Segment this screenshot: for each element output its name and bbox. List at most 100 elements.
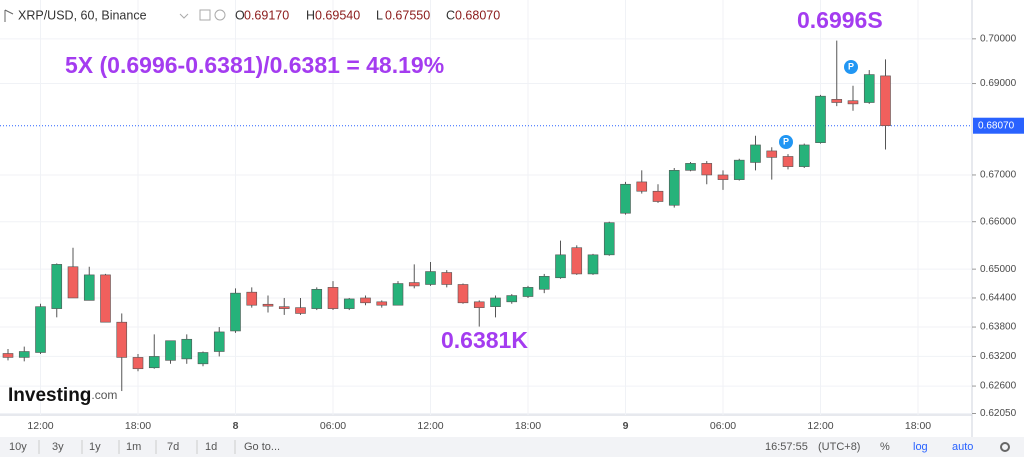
- candle-body: [815, 95, 826, 143]
- candle-body: [798, 144, 810, 167]
- candle-body: [782, 156, 794, 167]
- candle-body: [165, 340, 176, 361]
- candle-body: [197, 352, 209, 365]
- log-button[interactable]: log: [913, 441, 928, 453]
- timezone[interactable]: (UTC+8): [818, 441, 860, 453]
- candle-body: [327, 287, 339, 309]
- dropdown-icon[interactable]: [179, 13, 189, 19]
- y-tick-label: 0.65000: [980, 264, 1017, 275]
- annotation: 0.6381K: [441, 327, 528, 353]
- candle-body: [701, 163, 713, 176]
- candle-body: [425, 271, 436, 285]
- marker-label: P: [848, 61, 854, 71]
- range-button[interactable]: 1y: [89, 441, 101, 453]
- candle-body: [132, 357, 144, 370]
- candle-body: [457, 284, 469, 304]
- y-tick-label: 0.62600: [980, 381, 1017, 392]
- last-price-box: [973, 117, 1024, 134]
- auto-button[interactable]: auto: [952, 441, 973, 453]
- candle-body: [506, 295, 518, 303]
- annotation: 0.6996S: [797, 7, 883, 33]
- clock: 16:57:55: [765, 441, 808, 453]
- y-tick-label: 0.64400: [980, 293, 1017, 304]
- y-tick-label: 0.63800: [980, 322, 1017, 333]
- candle-body: [343, 298, 355, 309]
- candle-body: [392, 283, 404, 306]
- candle-body: [360, 297, 371, 304]
- candle-body: [311, 288, 323, 309]
- x-tick-label: 18:00: [905, 420, 931, 432]
- range-button[interactable]: 1m: [126, 441, 141, 453]
- candle-body: [230, 292, 241, 332]
- x-tick-label: 06:00: [320, 420, 346, 432]
- icon: [4, 9, 14, 15]
- y-tick-label: 0.69000: [980, 78, 1017, 89]
- candle-body: [538, 276, 550, 290]
- candle-body: [571, 247, 583, 275]
- candle-body: [376, 301, 388, 306]
- y-tick-label: 0.70000: [980, 33, 1017, 44]
- candle-body: [603, 222, 615, 256]
- watermark-main: Investing: [8, 385, 91, 406]
- candle-body: [67, 266, 79, 299]
- candle-body: [408, 282, 420, 287]
- candle-body: [278, 306, 290, 309]
- x-tick-label: 12:00: [27, 420, 53, 432]
- watermark-suffix: .com: [91, 388, 117, 402]
- ohlc-value: 0.69170: [244, 8, 289, 22]
- ohlc-key: O: [235, 8, 245, 22]
- annotation: 5X (0.6996-0.6381)/0.6381 = 48.19%: [65, 52, 444, 78]
- y-tick-label: 0.62050: [980, 408, 1017, 419]
- x-tick-label: 18:00: [125, 420, 151, 432]
- icon[interactable]: [199, 9, 211, 21]
- x-tick-label: 12:00: [807, 420, 833, 432]
- x-tick-label: 8: [233, 420, 239, 432]
- candle-body: [717, 174, 729, 180]
- range-button[interactable]: 3y: [52, 441, 64, 453]
- candle-body: [262, 303, 274, 307]
- candle-body: [522, 287, 534, 297]
- candle-body: [100, 274, 111, 323]
- settings-icon[interactable]: [1000, 442, 1010, 452]
- candle-body: [766, 150, 778, 158]
- candle-body: [148, 356, 160, 369]
- candle-body: [2, 353, 14, 358]
- y-tick-label: 0.67000: [980, 170, 1017, 181]
- x-tick-label: 18:00: [515, 420, 541, 432]
- marker-icon[interactable]: [844, 60, 858, 74]
- candle-body: [246, 291, 258, 306]
- candle-body: [620, 183, 631, 214]
- candle-body: [295, 307, 306, 314]
- ohlc-value: 0.67550: [385, 8, 430, 22]
- candle-body: [83, 274, 95, 301]
- range-button[interactable]: 10y: [9, 441, 27, 453]
- candle-body: [880, 75, 891, 127]
- icon[interactable]: [214, 9, 226, 21]
- range-button[interactable]: 7d: [167, 441, 179, 453]
- percent-button[interactable]: %: [880, 441, 890, 453]
- ohlc-key: L: [376, 8, 383, 22]
- candle-body: [733, 159, 745, 180]
- candle-body: [685, 163, 696, 171]
- candle-body: [587, 254, 599, 275]
- candle-body: [213, 331, 225, 352]
- watermark: Investing.com: [8, 385, 117, 406]
- candle-body: [490, 297, 501, 307]
- ohlc-key: H: [306, 8, 315, 22]
- candle-body: [35, 306, 46, 353]
- x-tick-label: 12:00: [417, 420, 443, 432]
- candle-body: [668, 170, 680, 206]
- y-tick-label: 0.63200: [980, 351, 1017, 362]
- candle-body: [18, 351, 30, 358]
- candle-body: [441, 272, 453, 285]
- candle-body: [555, 254, 566, 279]
- goto-button[interactable]: Go to...: [244, 441, 280, 453]
- marker-icon[interactable]: [779, 135, 793, 149]
- ohlc-value: 0.69540: [315, 8, 360, 22]
- ohlc-key: C: [446, 8, 455, 22]
- range-button[interactable]: 1d: [205, 441, 217, 453]
- candle-body: [116, 321, 128, 358]
- x-tick-label: 9: [623, 420, 629, 432]
